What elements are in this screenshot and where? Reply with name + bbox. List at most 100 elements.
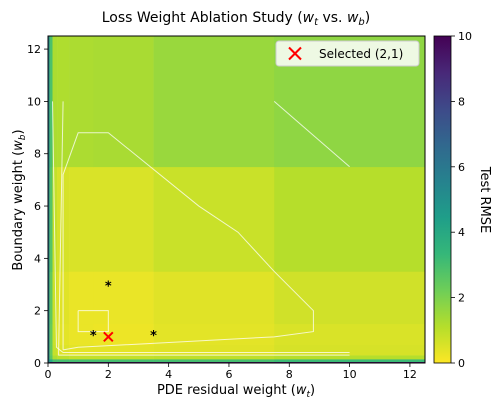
xlabel-var: w [296, 383, 307, 398]
colorbar-label: Test RMSE [477, 166, 492, 233]
heatmap-cell [274, 323, 426, 345]
heatmap-cell [52, 344, 58, 356]
y-tick-label: 10 [27, 95, 41, 108]
heatmap-cell [274, 166, 426, 272]
heatmap-cell [69, 361, 94, 364]
heatmap-cell [69, 355, 94, 360]
y-axis-label: Boundary weight (wb) [11, 129, 28, 270]
x-tick-label: 4 [165, 368, 172, 381]
heatmap-cell [48, 36, 50, 168]
title-prefix: Loss Weight Ablation Study ( [102, 10, 303, 26]
contour-line [62, 132, 314, 351]
heatmap-cell [49, 361, 53, 364]
colorbar [433, 35, 452, 364]
x-tick-label: 2 [105, 368, 112, 381]
star-markers: * * * [90, 280, 157, 345]
x-tick-label: 6 [225, 368, 232, 381]
y-tick-label: 8 [34, 148, 41, 161]
heatmap-cell [52, 271, 58, 325]
xlabel-suffix: ) [310, 383, 315, 398]
heatmap-cell [49, 166, 53, 272]
heatmap-cell [93, 36, 154, 168]
heatmap-cell [48, 359, 50, 362]
legend: Selected (2,1) [275, 40, 420, 67]
heatmap-cell [274, 355, 426, 360]
star-marker: * [150, 329, 157, 344]
x-tick-label: 12 [403, 368, 417, 381]
x-axis-label: PDE residual weight (wt) [157, 383, 315, 400]
heatmap-cell [274, 359, 426, 362]
contour-line [52, 101, 350, 354]
heatmap-cell [93, 323, 154, 345]
heatmap-cell [49, 355, 53, 360]
heatmap-cell [153, 166, 275, 272]
heatmap-cell [69, 344, 94, 356]
y-tick-label: 0 [34, 357, 41, 370]
title-suffix: ) [365, 10, 370, 26]
heatmap-cell [52, 355, 58, 360]
x-tick-label: 0 [45, 368, 52, 381]
heatmap-cell [57, 359, 70, 362]
heatmap-cell [48, 323, 50, 345]
ylabel-var: w [11, 140, 26, 151]
heatmap-cell [52, 361, 58, 364]
heatmap-cell [153, 323, 275, 345]
heatmap-cell [93, 359, 154, 362]
heatmap-cell [93, 361, 154, 364]
heatmap-cell [274, 271, 426, 325]
heatmap-cell [153, 36, 275, 168]
title-middle: vs. [318, 10, 347, 26]
selected-x-icon [103, 331, 114, 343]
ylabel-prefix: Boundary weight ( [11, 151, 26, 271]
x-tick-label: 10 [343, 368, 357, 381]
heatmap-cell [48, 344, 50, 356]
heatmap-cell [52, 359, 58, 362]
plot-frame [47, 35, 426, 364]
heatmap-cell [153, 271, 275, 325]
y-tick-label: 12 [27, 43, 41, 56]
heatmap-cell [52, 166, 58, 272]
heatmap-cell [48, 361, 50, 364]
heatmap-cell [274, 361, 426, 364]
contour-line [77, 310, 109, 333]
xlabel-sub: t [306, 390, 310, 400]
star-marker: * [90, 329, 97, 344]
y-axis-ticks: 0 2 4 6 8 10 12 [27, 43, 48, 370]
heatmap-cell [93, 166, 154, 272]
title-sub2: b [358, 17, 364, 28]
title-var1: w [303, 10, 315, 26]
ylabel-sub: b [18, 134, 28, 140]
star-marker: * [105, 280, 112, 295]
heatmap-cell [48, 271, 50, 325]
heatmap-cell [69, 323, 94, 345]
heatmap-cell [153, 355, 275, 360]
heatmap-cell [57, 355, 70, 360]
heatmap-cell [93, 344, 154, 356]
colorbar-tick-label: 8 [458, 95, 465, 108]
colorbar-ticks: 0 2 4 6 8 10 [451, 30, 472, 370]
contour-line [58, 101, 350, 356]
heatmap-cell [69, 166, 94, 272]
heatmap-cell [69, 359, 94, 362]
colorbar-tick-label: 0 [458, 357, 465, 370]
heatmap-cell [93, 271, 154, 325]
heatmap-cell [48, 355, 50, 360]
x-axis-ticks: 0 2 4 6 8 10 12 [45, 363, 417, 381]
y-tick-label: 4 [34, 252, 41, 265]
heatmap-cell [49, 359, 53, 362]
heatmap-cell [93, 355, 154, 360]
heatmap-cell [69, 271, 94, 325]
heatmap-cells [48, 36, 426, 364]
contour-lines [52, 101, 350, 356]
heatmap-cell [274, 344, 426, 356]
ylabel-suffix: ) [11, 129, 26, 134]
heatmap-cell [52, 36, 58, 168]
legend-marker-x-icon [288, 46, 302, 61]
heatmap-cell [153, 344, 275, 356]
heatmap-cell [49, 344, 53, 356]
xlabel-prefix: PDE residual weight ( [157, 383, 296, 398]
x-tick-label: 8 [286, 368, 293, 381]
colorbar-tick-label: 2 [458, 292, 465, 305]
heatmap-cell [52, 323, 58, 345]
